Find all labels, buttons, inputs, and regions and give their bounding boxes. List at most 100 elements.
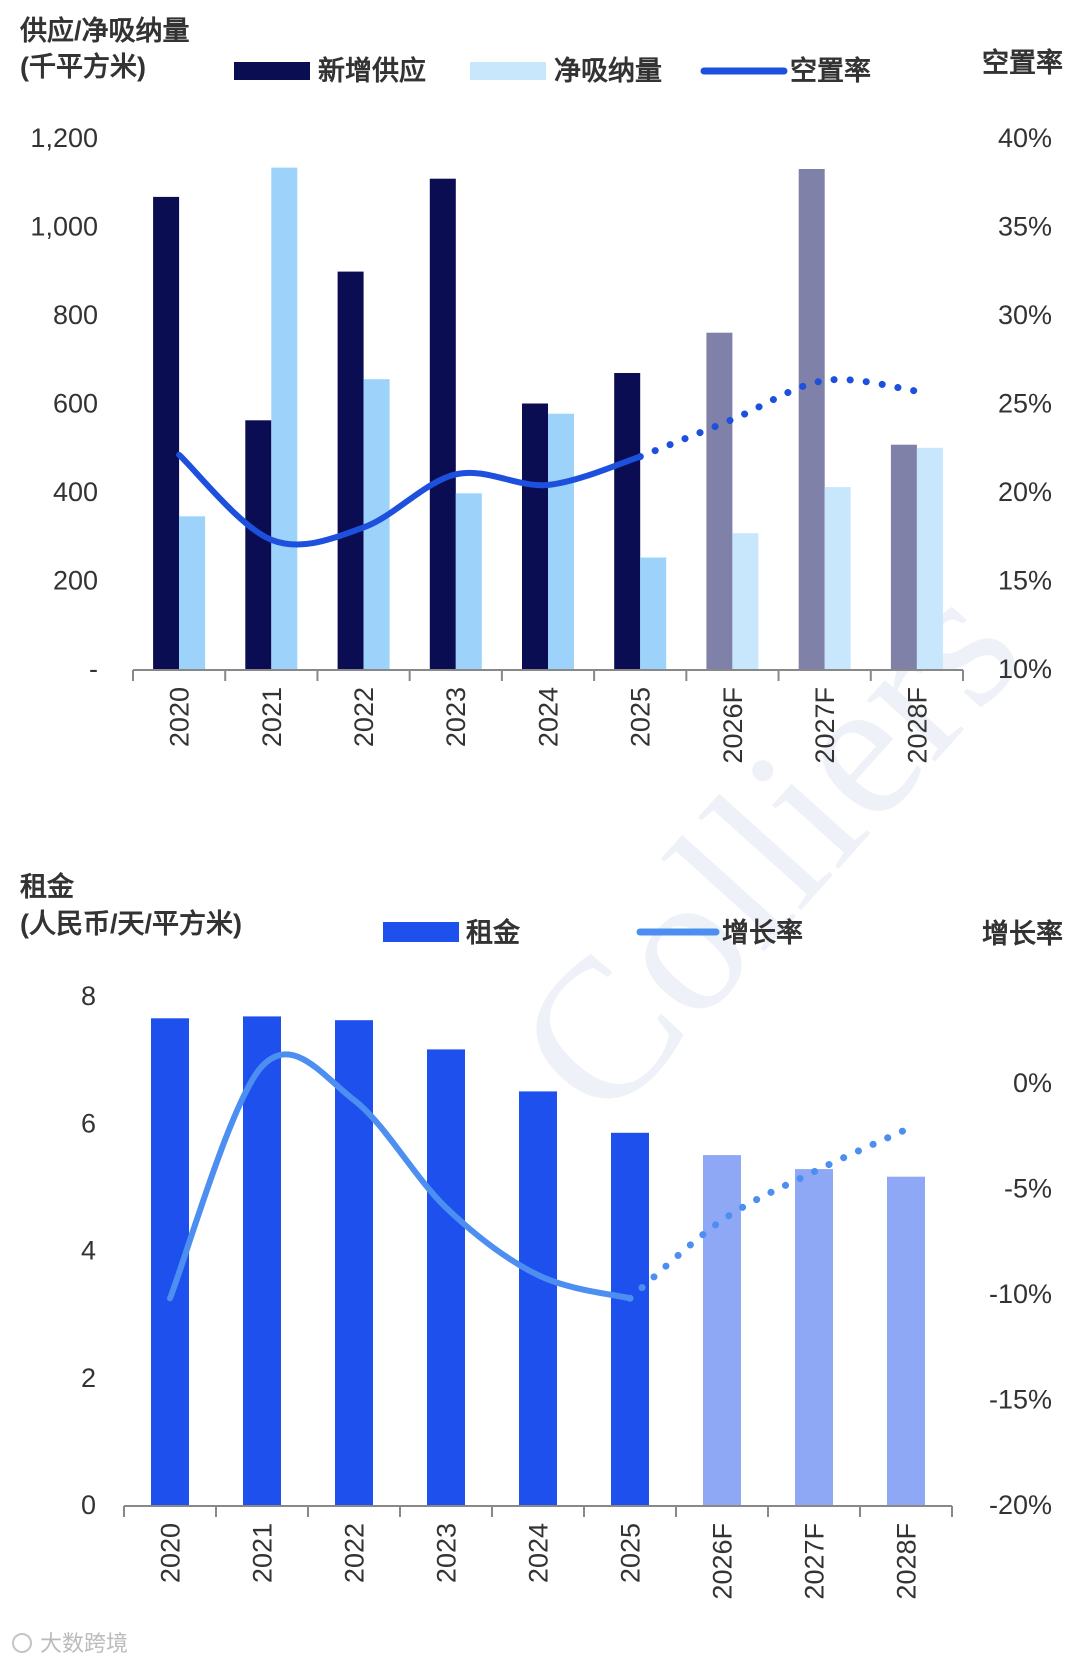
chart2-bar-rent-2027F (795, 1169, 833, 1505)
chart1-bars (153, 167, 943, 670)
chart2-y-tick-label: 4 (81, 1236, 96, 1266)
chart1-bar-absorption-2021 (271, 167, 298, 669)
legend-swatch-supply (234, 62, 310, 80)
chart1-right-ticks: 10% 15% 20% 25% 30% 35% 40% (998, 123, 1052, 684)
chart1-bar-supply-2021 (245, 420, 272, 669)
chart2-bars (151, 1016, 925, 1505)
rent-chart: 租金 (人民币/天/平方米) 增长率 租金 增长率 0 2 4 6 8 -20% -15%… (20, 871, 1063, 1600)
chart2-y2-tick-label: -20% (989, 1490, 1052, 1520)
chart1-x-tick-label: 2023 (441, 687, 471, 747)
chart2-y-tick-label: 0 (81, 1490, 96, 1520)
chart1-bar-supply-2024 (522, 403, 548, 669)
legend-label-rent: 租金 (466, 917, 521, 948)
chart2-left-axis-title-line1: 租金 (20, 871, 75, 902)
chart1-line-forecast (636, 376, 921, 461)
chart1-left-ticks: - 200 400 600 800 1,000 1,200 (30, 123, 98, 684)
chart2-y-tick-label: 8 (81, 981, 96, 1011)
chart1-y2-tick-label: 30% (998, 300, 1052, 330)
chart1-bar-supply-2023 (429, 178, 456, 669)
chart1-vacancy-line (176, 376, 921, 548)
chart1-right-axis-title: 空置率 (982, 47, 1063, 78)
chart1-left-axis-title-line2: (千平方米) (20, 51, 146, 82)
chart1-x-tick-label: 2022 (349, 687, 379, 747)
chart1-bar-supply-2028F (890, 444, 917, 669)
footer-logo: 大数跨境 (12, 1631, 128, 1656)
chart2-x-ticks: 2020 2021 2022 2023 2024 2025 2026F 2027F 2028F (123, 1506, 953, 1600)
chart2-legend: 租金 增长率 (383, 917, 803, 948)
legend-label-supply: 新增供应 (318, 55, 426, 86)
chart1-bar-absorption-2024 (548, 413, 574, 669)
chart2-bar-rent-2024 (519, 1091, 557, 1505)
chart1-bar-supply-2027F (798, 169, 825, 669)
chart1-x-tick-label: 2021 (257, 687, 287, 747)
chart1-bar-supply-2022 (337, 271, 364, 669)
chart1-bar-supply-2025 (614, 373, 641, 669)
chart1-x-tick-label: 2027F (810, 687, 840, 764)
chart1-y-tick-label: 800 (53, 300, 98, 330)
chart2-y2-tick-label: -5% (1004, 1174, 1052, 1204)
chart1-left-axis-title-line1: 供应/净吸纳量 (19, 15, 190, 46)
chart1-y-tick-label: 400 (53, 477, 98, 507)
chart1-bar-supply-2026F (706, 332, 733, 669)
chart2-line-actual (167, 1051, 633, 1302)
chart1-bar-absorption-2027F (824, 487, 851, 669)
chart1-y2-tick-label: 40% (998, 123, 1052, 153)
chart1-bar-supply-2020 (153, 196, 180, 669)
chart2-y2-tick-label: 0% (1013, 1068, 1052, 1098)
chart2-bar-rent-2022 (335, 1020, 373, 1505)
chart2-x-tick-label: 2020 (155, 1523, 185, 1583)
chart1-y2-tick-label: 20% (998, 477, 1052, 507)
chart2-left-axis-title-line2: (人民币/天/平方米) (20, 908, 242, 939)
chart1-x-tick-label: 2020 (165, 687, 195, 747)
chart1-x-tick-label: 2024 (533, 687, 563, 747)
footer-logo-text: 大数跨境 (40, 1631, 128, 1656)
chart2-x-tick-label: 2028F (891, 1523, 921, 1600)
chart1-y-tick-label: - (89, 654, 98, 684)
chart2-right-axis-title: 增长率 (982, 918, 1063, 949)
logo-icon (12, 1633, 32, 1653)
legend-swatch-absorption (470, 62, 546, 80)
chart1-x-tick-label: 2028F (902, 687, 932, 764)
chart2-bar-rent-2025 (611, 1132, 649, 1505)
chart1-y-tick-label: 1,000 (30, 212, 98, 242)
chart2-bar-rent-2028F (887, 1176, 925, 1505)
chart1-line-actual (176, 451, 644, 548)
chart2-x-tick-label: 2025 (615, 1523, 645, 1583)
chart1-y-tick-label: 200 (53, 566, 98, 596)
chart1-y-tick-label: 1,200 (30, 123, 98, 153)
chart2-growth-line (167, 1051, 910, 1302)
chart2-x-tick-label: 2027F (799, 1523, 829, 1600)
chart1-bar-absorption-2026F (732, 533, 759, 669)
chart2-bar-rent-2021 (243, 1016, 281, 1505)
chart1-y2-tick-label: 35% (998, 212, 1052, 242)
chart2-x-tick-label: 2022 (339, 1523, 369, 1583)
legend-label-growth: 增长率 (722, 917, 803, 948)
chart1-y2-tick-label: 25% (998, 389, 1052, 419)
chart2-bar-rent-2026F (703, 1155, 741, 1505)
legend-label-vacancy: 空置率 (790, 55, 871, 86)
supply-absorption-chart: 供应/净吸纳量 (千平方米) 空置率 新增供应 净吸纳量 空置率 - 200 400… (19, 15, 1063, 764)
chart2-line-forecast (626, 1126, 910, 1302)
chart2-y2-tick-label: -10% (989, 1279, 1052, 1309)
chart1-y-tick-label: 600 (53, 389, 98, 419)
legend-label-absorption: 净吸纳量 (554, 55, 662, 86)
chart2-y-tick-label: 6 (81, 1108, 96, 1138)
chart2-right-ticks: -20% -15% -10% -5% 0% (989, 1068, 1052, 1520)
chart1-bar-absorption-2023 (455, 493, 482, 669)
chart1-bar-absorption-2020 (179, 516, 206, 669)
chart1-bar-absorption-2028F (916, 447, 943, 670)
chart1-x-ticks: 2020 2021 2022 2023 2024 2025 2026F 2027F 2028F (132, 670, 964, 764)
legend-swatch-rent (383, 922, 459, 942)
chart2-left-ticks: 0 2 4 6 8 (81, 981, 96, 1520)
chart1-bar-absorption-2025 (640, 557, 667, 669)
chart2-x-tick-label: 2024 (523, 1523, 553, 1583)
chart1-y2-tick-label: 10% (998, 654, 1052, 684)
chart2-y2-tick-label: -15% (989, 1385, 1052, 1415)
chart1-legend: 新增供应 净吸纳量 空置率 (234, 55, 871, 86)
chart2-x-tick-label: 2023 (431, 1523, 461, 1583)
chart2-y-tick-label: 2 (81, 1363, 96, 1393)
chart2-bar-rent-2023 (427, 1049, 465, 1505)
chart1-x-tick-label: 2026F (718, 687, 748, 764)
